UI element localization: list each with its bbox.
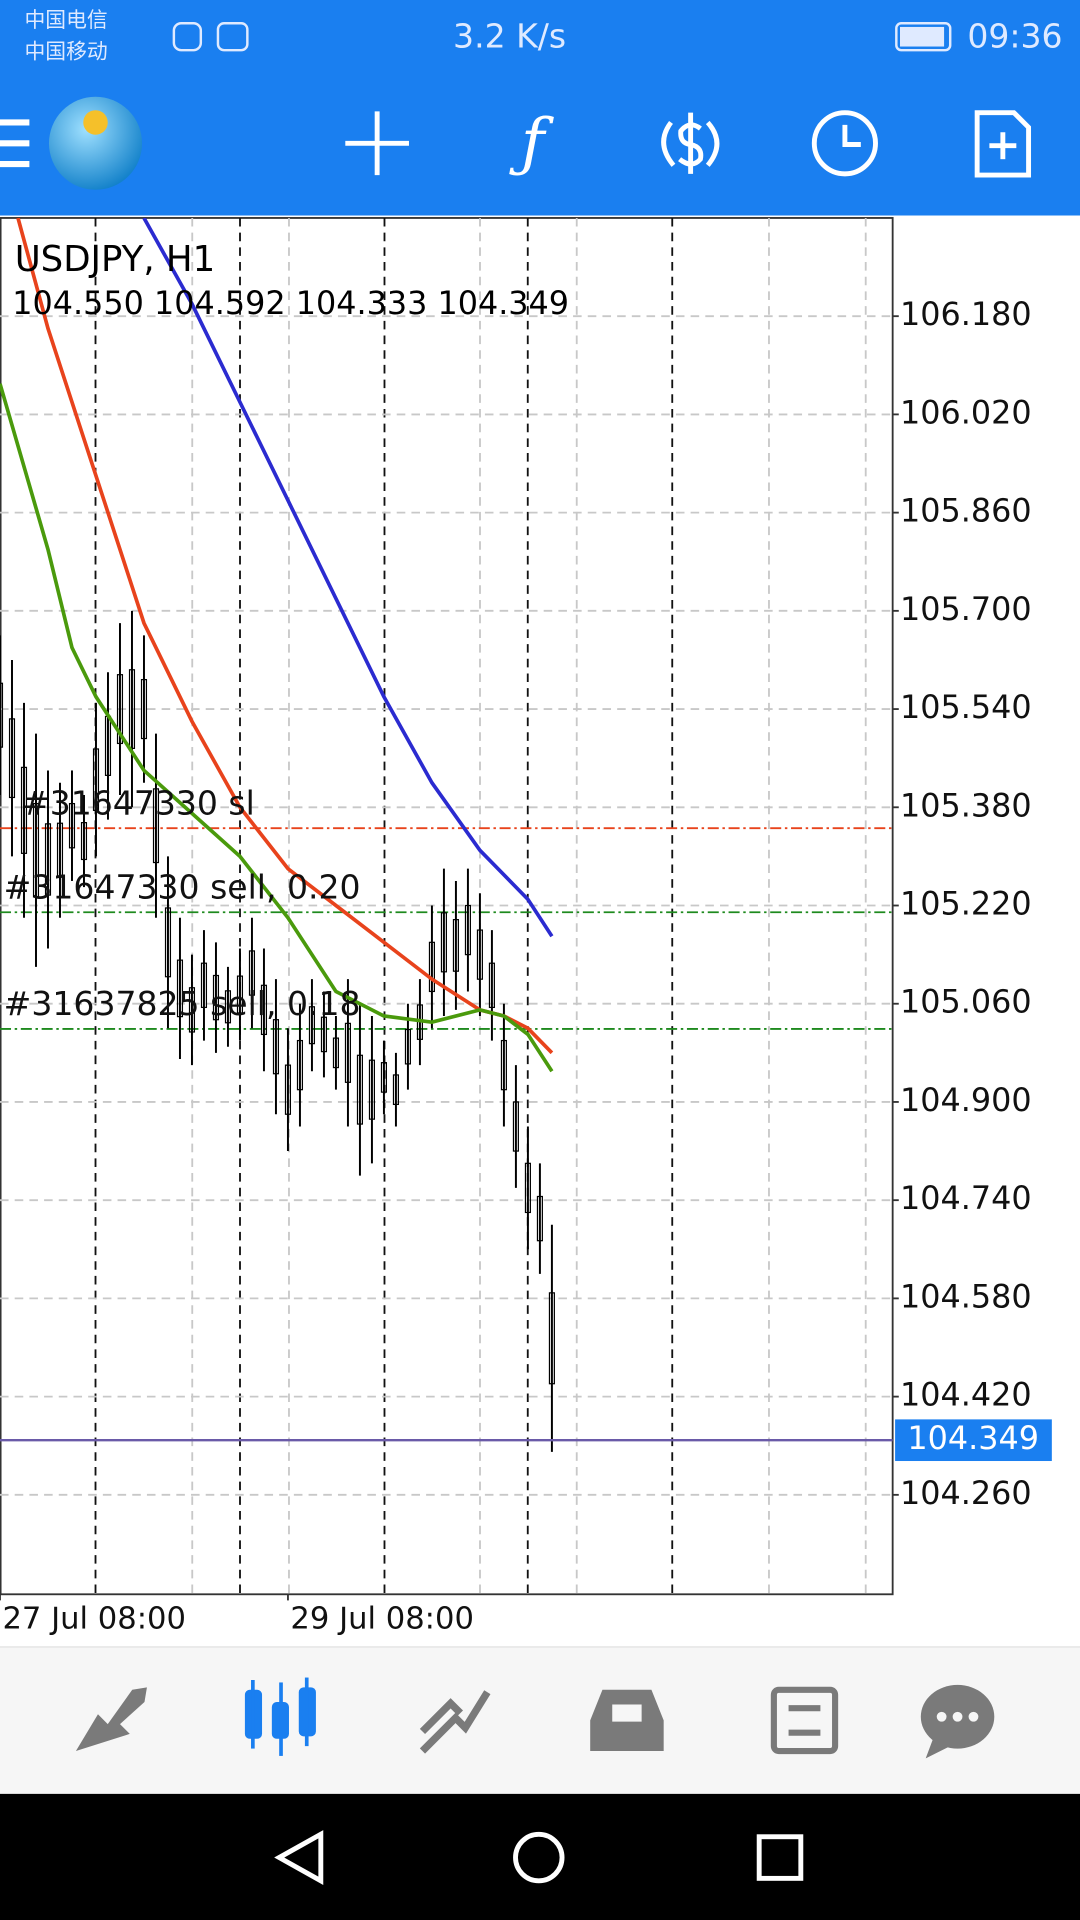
crosshair-button[interactable] bbox=[345, 111, 409, 176]
period-button[interactable] bbox=[811, 110, 878, 177]
candle-body bbox=[44, 823, 52, 896]
candle-body bbox=[272, 1019, 280, 1075]
y-tick-label: 105.380 bbox=[900, 786, 1032, 824]
system-buttons[interactable] bbox=[274, 1830, 804, 1885]
candle-body bbox=[8, 718, 16, 799]
candle-body bbox=[224, 990, 232, 1024]
y-tick-label: 104.900 bbox=[900, 1081, 1032, 1119]
candle-body bbox=[440, 912, 447, 973]
candle-body bbox=[188, 987, 196, 1033]
bid-tag bbox=[895, 1419, 1052, 1462]
candle-body bbox=[452, 919, 459, 972]
candle-body bbox=[80, 822, 88, 861]
candle-body bbox=[356, 1054, 364, 1125]
candle-body bbox=[344, 1022, 352, 1083]
news-tab[interactable] bbox=[770, 1686, 839, 1755]
y-tick-label: 105.220 bbox=[900, 885, 1032, 923]
bid-label: 104.349 bbox=[907, 1419, 1039, 1457]
battery bbox=[900, 26, 945, 47]
order-label: #31637825 sell, 0.18 bbox=[4, 984, 361, 1023]
candle-body bbox=[284, 1064, 292, 1115]
candle-body bbox=[116, 674, 124, 745]
x-tick-label: 27 Jul 08:00 bbox=[2, 1601, 186, 1636]
candle-body bbox=[320, 1016, 328, 1053]
candle-body bbox=[524, 1162, 531, 1214]
clock: 09:36 bbox=[967, 16, 1062, 55]
order-label: #31647330 sell, 0.20 bbox=[4, 867, 361, 906]
candle-body bbox=[428, 941, 435, 993]
logo-badge bbox=[83, 110, 108, 135]
candle-body bbox=[368, 1059, 375, 1120]
candle-body bbox=[548, 1292, 555, 1385]
candle-body bbox=[164, 907, 172, 978]
symbol-title: USDJPY, H1 bbox=[15, 239, 216, 280]
candle-body bbox=[140, 678, 148, 740]
candle-body bbox=[308, 1006, 316, 1045]
moving-average bbox=[142, 217, 554, 938]
candle-body bbox=[56, 822, 64, 878]
order-label: #31647330 sl bbox=[22, 783, 255, 822]
y-tick-label: 104.740 bbox=[900, 1179, 1032, 1217]
y-tick-label: 106.020 bbox=[900, 393, 1032, 431]
candle-body bbox=[476, 929, 483, 980]
candle-body bbox=[260, 984, 268, 1036]
x-tick-label: 29 Jul 08:00 bbox=[290, 1601, 474, 1636]
candle-body bbox=[212, 974, 220, 1021]
candle-body bbox=[296, 1039, 304, 1091]
candle-body bbox=[392, 1074, 399, 1106]
carrier: 中国电信 bbox=[24, 8, 107, 32]
candle-body bbox=[404, 1028, 411, 1065]
carrier: 中国移动 bbox=[24, 40, 107, 64]
y-tick-label: 105.540 bbox=[900, 688, 1032, 726]
candle-body bbox=[464, 904, 471, 956]
candle-body bbox=[32, 802, 40, 898]
candle-body bbox=[488, 962, 495, 1009]
net-speed: 3.2 K/s bbox=[453, 16, 566, 55]
plot bbox=[0, 217, 893, 1496]
y-tick-label: 104.260 bbox=[900, 1474, 1032, 1512]
chat-tab[interactable] bbox=[920, 1684, 995, 1759]
time-grid bbox=[94, 217, 867, 1595]
tray-slot bbox=[612, 1704, 642, 1722]
system-nav bbox=[0, 1793, 1080, 1920]
quotes-tab[interactable] bbox=[75, 1687, 147, 1752]
ohlc-label: 104.550 104.592 104.333 104.349 bbox=[12, 284, 569, 322]
menu-button[interactable] bbox=[0, 119, 30, 168]
candle-body bbox=[536, 1195, 543, 1242]
candle-body bbox=[332, 1037, 340, 1069]
candle-body bbox=[68, 802, 76, 849]
candle-body bbox=[380, 1062, 387, 1093]
candle-body bbox=[92, 748, 100, 811]
y-tick-label: 105.700 bbox=[900, 590, 1032, 628]
y-tick-label: 104.420 bbox=[900, 1376, 1032, 1414]
y-tick-label: 105.860 bbox=[900, 492, 1032, 530]
moving-average bbox=[0, 383, 554, 1073]
candle-body bbox=[248, 950, 256, 996]
trade-tab[interactable] bbox=[419, 1690, 491, 1754]
status-icons bbox=[172, 22, 952, 52]
candle-body bbox=[152, 788, 160, 864]
bottom-nav bbox=[0, 1646, 1080, 1794]
candle-body bbox=[176, 959, 184, 1018]
candle-body bbox=[500, 1039, 507, 1091]
symbol-button[interactable] bbox=[661, 112, 720, 174]
y-tick-label: 104.580 bbox=[900, 1277, 1032, 1315]
y-tick-label: 106.180 bbox=[900, 295, 1032, 333]
candle-body bbox=[200, 962, 208, 1009]
candle-body bbox=[236, 975, 244, 1014]
candle-body bbox=[0, 682, 4, 748]
y-tick-label: 105.060 bbox=[900, 983, 1032, 1021]
new-order-button[interactable] bbox=[974, 110, 1032, 178]
app-logo[interactable] bbox=[48, 96, 143, 190]
candle-body bbox=[512, 1101, 519, 1152]
candle-body bbox=[20, 766, 28, 854]
candle-body bbox=[128, 669, 136, 749]
chart-tab[interactable] bbox=[244, 1677, 316, 1756]
